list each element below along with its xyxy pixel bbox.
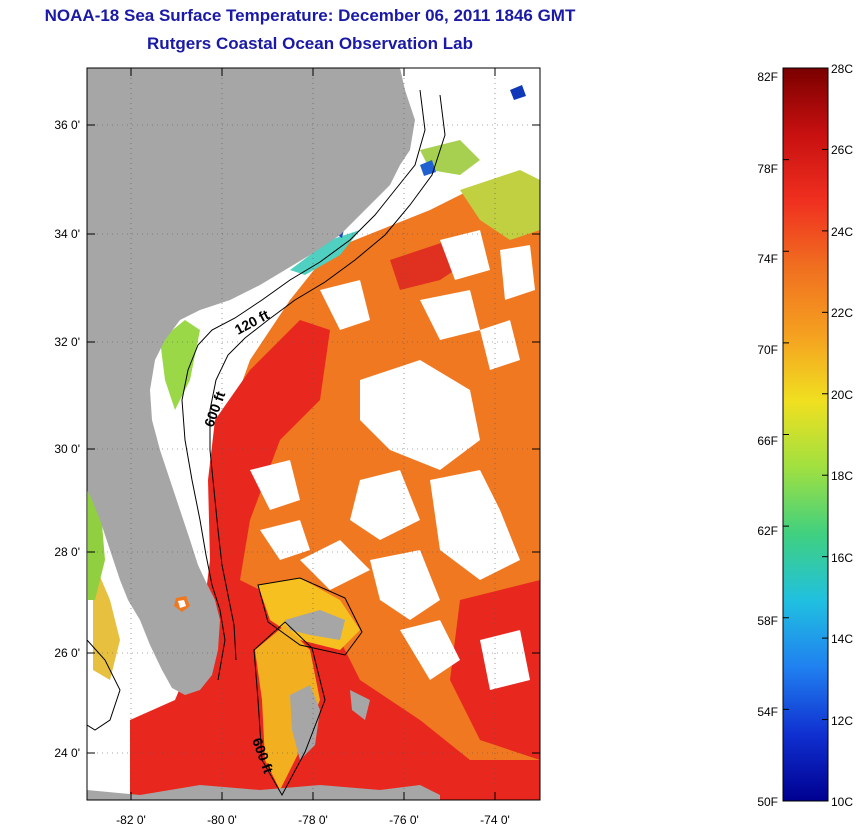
map-content: 120 ft 600 ft 600 ft [87,68,540,800]
map-gridlines [87,68,540,800]
cb-f-50: 50F [757,795,778,809]
contour-120ft [181,89,426,681]
cb-c-26: 26C [831,143,854,157]
map-title: NOAA-18 Sea Surface Temperature: Decembe… [44,6,576,25]
land-lake-detail [178,600,186,608]
sst-cyan-coastal [290,230,360,275]
cb-c-12: 12C [831,714,854,728]
lat-label-36: 36 0' [54,118,80,132]
cb-c-18: 18C [831,469,854,483]
contour-bahamas-bank [257,577,363,656]
lon-label-82: -82 0' [116,813,146,827]
map-tick-marks [87,68,540,800]
lat-label-28: 28 0' [54,545,80,559]
cb-f-82: 82F [757,70,778,84]
cb-c-24: 24C [831,225,854,239]
lat-label-32: 32 0' [54,335,80,349]
cb-c-22: 22C [831,306,854,320]
cb-f-62: 62F [757,524,778,538]
sst-red-field [130,320,540,800]
cb-f-78: 78F [757,162,778,176]
cb-f-74: 74F [757,252,778,266]
cloud-patches [250,180,535,690]
land-mainland [87,68,415,695]
land-bahamas-eleuthera [350,690,370,720]
cb-c-10: 10C [831,795,854,809]
land-bahamas-abaco [285,610,345,640]
lon-label-80: -80 0' [207,813,237,827]
lon-label-76: -76 0' [389,813,419,827]
lon-label-74: -74 0' [480,813,510,827]
land-cuba [87,785,440,800]
cb-c-14: 14C [831,632,854,646]
sst-yellow-west [93,560,120,680]
colorbar-gradient [782,67,829,802]
lat-label-30: 30 0' [54,442,80,456]
cb-f-66: 66F [757,434,778,448]
cb-c-16: 16C [831,551,854,565]
sst-greenish-offshore-1 [460,170,540,240]
cb-c-20: 20C [831,388,854,402]
cb-f-54: 54F [757,705,778,719]
lon-label-78: -78 0' [298,813,328,827]
sst-blue-patch-4 [510,85,526,100]
sst-blue-patch-3 [420,160,436,176]
lat-label-26: 26 0' [54,646,80,660]
colorbar-ticks [783,67,828,802]
contour-west-florida [87,639,121,731]
contour-bahamas-bank-south [253,621,326,797]
cb-c-28: 28C [831,62,854,76]
map-subtitle: Rutgers Coastal Ocean Observation Lab [147,34,473,53]
sst-green-coastal [160,320,200,410]
cb-f-58: 58F [757,614,778,628]
cb-f-70: 70F [757,343,778,357]
land-bahamas-andros [290,685,320,760]
lat-label-24: 24 0' [54,746,80,760]
sst-yellow-bank-south [255,625,320,790]
lat-label-34: 34 0' [54,227,80,241]
contour-600ft [209,94,446,661]
